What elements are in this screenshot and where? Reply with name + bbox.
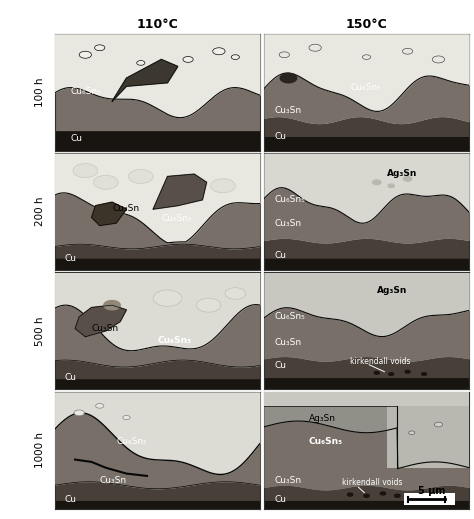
- Polygon shape: [75, 305, 127, 337]
- Polygon shape: [112, 59, 178, 101]
- Text: Cu₆Sn₅: Cu₆Sn₅: [350, 83, 381, 92]
- Circle shape: [279, 52, 290, 58]
- Circle shape: [225, 288, 246, 299]
- Text: 110°C: 110°C: [137, 18, 178, 31]
- Text: kirkendall voids: kirkendall voids: [342, 479, 402, 487]
- Circle shape: [74, 410, 84, 416]
- Text: 5 μm: 5 μm: [418, 486, 445, 496]
- Text: Cu₃Sn: Cu₃Sn: [274, 218, 301, 227]
- Circle shape: [421, 373, 427, 375]
- Text: 200 h: 200 h: [35, 197, 46, 226]
- Text: Cu₃Sn: Cu₃Sn: [274, 338, 301, 347]
- Text: Cu₆Sn₅: Cu₆Sn₅: [274, 312, 305, 321]
- Circle shape: [93, 175, 118, 189]
- Text: Ag₃Sn: Ag₃Sn: [309, 414, 336, 423]
- Circle shape: [405, 371, 410, 373]
- Text: Cu: Cu: [274, 251, 286, 260]
- Text: Cu₃Sn: Cu₃Sn: [274, 106, 301, 115]
- Text: Cu: Cu: [65, 373, 77, 382]
- Circle shape: [183, 57, 193, 62]
- Circle shape: [347, 493, 353, 496]
- Circle shape: [95, 45, 105, 51]
- Text: Cu₃Sn: Cu₃Sn: [112, 204, 139, 213]
- Text: Cu₆Sn₅: Cu₆Sn₅: [309, 438, 343, 446]
- Text: Cu₆Sn₅: Cu₆Sn₅: [116, 438, 147, 446]
- Text: Cu₃Sn: Cu₃Sn: [91, 324, 118, 333]
- Text: Ag₃Sn: Ag₃Sn: [387, 170, 418, 179]
- Circle shape: [434, 422, 443, 427]
- Circle shape: [395, 494, 400, 497]
- Circle shape: [403, 176, 412, 181]
- Text: Cu: Cu: [71, 134, 83, 143]
- Circle shape: [96, 404, 104, 408]
- Bar: [403, 494, 455, 505]
- Circle shape: [373, 180, 381, 185]
- Text: Cu: Cu: [65, 495, 77, 503]
- Text: Ag₃Sn: Ag₃Sn: [377, 286, 407, 295]
- Text: Cu₃Sn: Cu₃Sn: [100, 476, 127, 485]
- Polygon shape: [153, 174, 207, 209]
- Circle shape: [137, 61, 145, 65]
- Text: Cu: Cu: [274, 361, 286, 370]
- Text: 100 h: 100 h: [35, 77, 46, 107]
- Circle shape: [389, 373, 393, 375]
- Circle shape: [196, 298, 221, 312]
- Circle shape: [231, 54, 239, 59]
- Circle shape: [432, 56, 445, 63]
- Polygon shape: [91, 202, 127, 225]
- Circle shape: [79, 51, 91, 58]
- Circle shape: [388, 184, 394, 187]
- Text: kirkendall voids: kirkendall voids: [350, 357, 410, 365]
- Circle shape: [364, 494, 369, 497]
- Text: Cu: Cu: [274, 495, 286, 503]
- Text: Cu₆Sn₅: Cu₆Sn₅: [157, 336, 191, 345]
- Circle shape: [363, 54, 371, 59]
- Circle shape: [409, 431, 415, 434]
- Circle shape: [210, 179, 235, 193]
- Circle shape: [73, 163, 98, 177]
- Text: 1000 h: 1000 h: [35, 432, 46, 468]
- Circle shape: [374, 372, 379, 374]
- Circle shape: [153, 290, 182, 306]
- Text: 500 h: 500 h: [35, 316, 46, 346]
- Circle shape: [128, 169, 153, 184]
- Circle shape: [213, 48, 225, 54]
- Circle shape: [123, 415, 130, 420]
- Circle shape: [402, 48, 413, 54]
- Text: Cu₆Sn₅: Cu₆Sn₅: [71, 88, 102, 97]
- Text: Cu: Cu: [65, 254, 77, 263]
- Polygon shape: [104, 301, 120, 310]
- Text: Cu₃Sn: Cu₃Sn: [274, 476, 301, 485]
- Text: Cu: Cu: [274, 132, 286, 141]
- Text: Cu₆Sn₅: Cu₆Sn₅: [274, 195, 305, 204]
- Circle shape: [309, 44, 321, 51]
- Circle shape: [380, 492, 386, 495]
- Text: Cu₆Sn₅: Cu₆Sn₅: [161, 214, 192, 223]
- Polygon shape: [280, 74, 297, 83]
- Text: 150°C: 150°C: [346, 18, 387, 31]
